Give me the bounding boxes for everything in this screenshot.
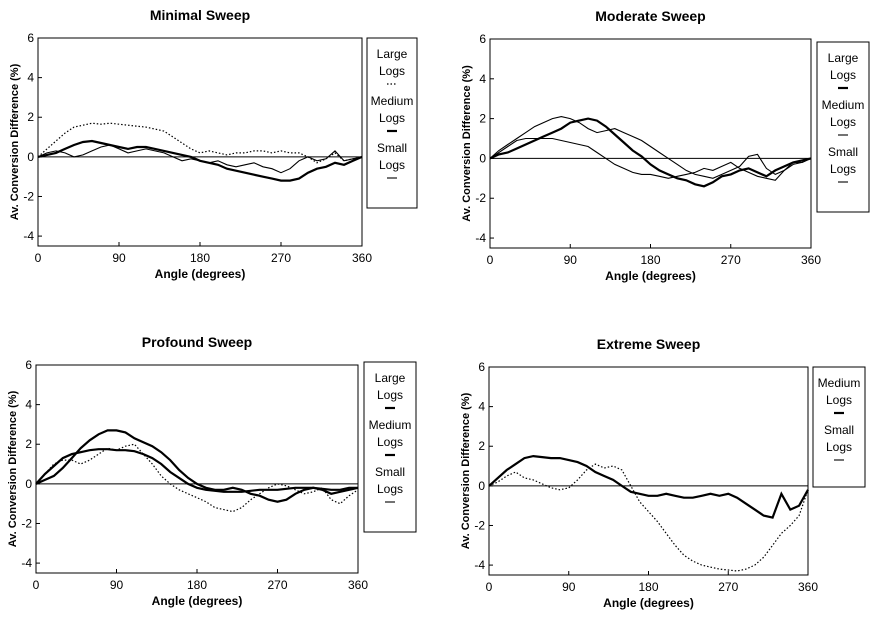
chart-title: Moderate Sweep	[595, 8, 705, 24]
x-tick-label: 0	[35, 251, 42, 265]
x-axis-label: Angle (degrees)	[605, 269, 696, 283]
legend-entry: Logs	[826, 440, 852, 454]
y-tick-label: -2	[474, 518, 485, 532]
y-tick-label: 0	[27, 150, 34, 164]
series-line-large-logs	[489, 117, 812, 188]
series-line-small-logs	[35, 443, 359, 513]
plot-frame	[489, 38, 812, 249]
series-line-small-logs	[489, 137, 812, 181]
panel-1: Minimal Sweep -4 -2 0 2 4 6 0 90 180 270 360 Angle (…	[9, 7, 418, 281]
plot-frame	[35, 364, 359, 574]
legend-entry: Small	[377, 141, 407, 155]
x-tick-label: 0	[487, 253, 494, 267]
x-tick-label: 0	[33, 578, 40, 592]
series-line-medium-logs	[35, 448, 358, 493]
legend-entry: Large	[828, 51, 859, 65]
x-tick-label: 90	[112, 251, 126, 265]
x-tick-label: 270	[271, 251, 291, 265]
x-tick-label: 360	[352, 251, 372, 265]
x-tick-label: 180	[190, 251, 210, 265]
x-axis-label: Angle (degrees)	[155, 267, 246, 281]
y-tick-label: -2	[475, 191, 486, 205]
legend-entry: Large	[377, 47, 408, 61]
y-axis-label: Av. Conversion Difference (%)	[7, 390, 19, 547]
legend-entry: Logs	[377, 435, 403, 449]
legend-entry: Logs	[377, 482, 403, 496]
series-line-small-logs	[37, 144, 363, 174]
y-tick-label: 4	[27, 71, 34, 85]
legend: Medium Logs Small Logs	[812, 366, 866, 488]
legend-entry: Logs	[826, 393, 852, 407]
series-line-medium-logs	[488, 454, 809, 519]
legend: Large Logs Medium Logs Small Logs	[363, 361, 417, 533]
legend-entry: Logs	[377, 388, 403, 402]
legend-entry: Large	[375, 371, 406, 385]
y-axis-label: Av. Conversion Difference (%)	[460, 392, 472, 549]
legend-entry: Medium	[369, 418, 412, 432]
x-tick-label: 180	[638, 580, 658, 594]
x-tick-label: 90	[110, 578, 124, 592]
x-axis-label: Angle (degrees)	[603, 596, 694, 610]
y-tick-label: -2	[23, 189, 34, 203]
legend: Large Logs Medium Logs Small Logs	[366, 37, 418, 209]
y-tick-label: 4	[25, 398, 32, 412]
y-tick-label: 2	[27, 110, 34, 124]
x-tick-label: 360	[801, 253, 821, 267]
legend-entry: Logs	[830, 68, 856, 82]
legend-entry: Small	[828, 145, 858, 159]
legend: Large Logs Medium Logs Small Logs	[816, 41, 870, 213]
x-tick-label: 360	[348, 578, 368, 592]
series-line-medium-logs	[489, 116, 812, 179]
y-tick-label: -4	[474, 558, 485, 572]
chart-title: Profound Sweep	[142, 334, 252, 350]
y-tick-label: 0	[478, 479, 485, 493]
y-axis-label: Av. Conversion Difference (%)	[461, 65, 473, 222]
panel-3: Profound Sweep -4 -2 0 2 4 6 0 90 180 270 360 Angle …	[7, 334, 417, 608]
x-tick-label: 90	[562, 580, 576, 594]
series-line-small-logs	[488, 463, 809, 572]
y-tick-label: 2	[25, 437, 32, 451]
legend-entry: Logs	[830, 115, 856, 129]
y-tick-label: 0	[25, 477, 32, 491]
chart-title: Extreme Sweep	[597, 336, 701, 352]
y-tick-label: -4	[23, 229, 34, 243]
x-tick-label: 270	[267, 578, 287, 592]
y-tick-label: 6	[479, 32, 486, 46]
chart-title: Minimal Sweep	[150, 7, 250, 23]
legend-entry: Medium	[822, 98, 865, 112]
y-tick-label: 2	[479, 112, 486, 126]
y-tick-label: 2	[478, 439, 485, 453]
y-tick-label: 0	[479, 151, 486, 165]
x-tick-label: 180	[187, 578, 207, 592]
x-tick-label: 270	[718, 580, 738, 594]
x-tick-label: 360	[798, 580, 818, 594]
y-tick-label: -4	[21, 556, 32, 570]
x-axis-label: Angle (degrees)	[152, 594, 243, 608]
y-tick-label: 6	[478, 360, 485, 374]
y-axis-label: Av. Conversion Difference (%)	[9, 63, 21, 220]
legend-entry: Logs	[379, 158, 405, 172]
x-tick-label: 270	[721, 253, 741, 267]
x-tick-label: 180	[640, 253, 660, 267]
y-tick-label: 6	[25, 358, 32, 372]
y-tick-label: -2	[21, 516, 32, 530]
legend-entry: Medium	[371, 94, 414, 108]
legend-entry: Logs	[379, 111, 405, 125]
y-tick-label: 4	[478, 400, 485, 414]
y-tick-label: 6	[27, 31, 34, 45]
legend-entry: Small	[375, 465, 405, 479]
panel-2: Moderate Sweep -4 -2 0 2 4 6 0 90 180 270 360 Angle …	[461, 8, 870, 283]
panel-4: Extreme Sweep -4 -2 0 2 4 6 0 90 180 270 360 Angle (…	[460, 336, 866, 610]
legend-entry: Logs	[830, 162, 856, 176]
y-tick-label: 4	[479, 72, 486, 86]
x-tick-label: 0	[486, 580, 493, 594]
plot-frame	[488, 366, 809, 576]
x-tick-label: 90	[564, 253, 578, 267]
y-tick-label: -4	[475, 231, 486, 245]
legend-entry: Logs	[379, 64, 405, 78]
legend-entry: Small	[824, 423, 854, 437]
series-line-large-logs	[35, 429, 359, 503]
legend-entry: Medium	[818, 376, 861, 390]
